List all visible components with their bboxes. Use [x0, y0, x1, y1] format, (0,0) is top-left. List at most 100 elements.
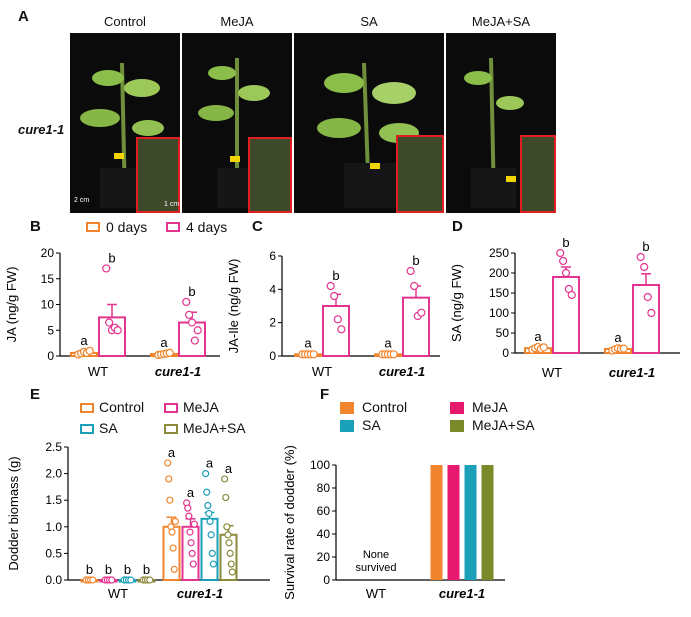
none-survived-annotation: None survived: [356, 549, 397, 574]
data-point: [185, 310, 194, 319]
bar: [481, 465, 494, 580]
data-point: [207, 531, 215, 539]
col-header-control: Control: [104, 14, 146, 29]
photo-meja-sa: [446, 33, 556, 213]
y-tick-label: 20: [41, 246, 55, 260]
data-point: [185, 512, 193, 520]
y-tick-label: 15: [41, 272, 55, 286]
y-tick-label: 2.5: [45, 440, 62, 454]
significance-letter: b: [642, 239, 649, 254]
significance-letter: a: [384, 336, 392, 351]
y-tick-label: 60: [317, 504, 331, 518]
significance-letter: b: [412, 253, 419, 268]
y-tick-label: 0.0: [45, 573, 62, 587]
legend-e-swatch-meja-sa: [164, 424, 178, 434]
data-point: [417, 308, 426, 317]
data-point: [190, 520, 198, 528]
y-tick-label: 1.5: [45, 493, 62, 507]
bar: [464, 465, 477, 580]
significance-letter: a: [206, 456, 214, 471]
col-header-meja: MeJA: [220, 14, 254, 29]
data-point: [326, 281, 335, 291]
data-point: [561, 268, 571, 278]
data-point: [164, 459, 172, 467]
data-point: [619, 344, 628, 353]
significance-letter: a: [534, 329, 542, 344]
x-category-label: WT: [312, 364, 332, 379]
y-axis-label: Dodder biomass (g): [6, 456, 21, 570]
legend-e-label-meja: MeJA: [183, 399, 219, 415]
bar: [402, 296, 430, 357]
data-point: [171, 517, 179, 526]
significance-letter: b: [124, 562, 131, 577]
y-tick-label: 0: [47, 349, 54, 363]
data-point: [410, 281, 419, 291]
x-category-label: cure1-1: [439, 586, 485, 601]
significance-letter: b: [108, 250, 115, 265]
bar: [430, 465, 443, 580]
data-point: [186, 528, 194, 536]
x-category-label: WT: [366, 586, 386, 601]
row-label-cure1-1: cure1-1: [18, 122, 65, 137]
legend-label-4days: 4 days: [186, 219, 228, 235]
data-point: [204, 501, 212, 510]
data-point: [146, 576, 154, 584]
data-point: [166, 496, 174, 504]
data-point: [225, 539, 233, 547]
x-category-label: WT: [88, 364, 108, 379]
data-point: [89, 576, 97, 584]
legend-e-label-meja-sa: MeJA+SA: [183, 420, 246, 436]
y-tick-label: 40: [317, 527, 331, 541]
x-category-label: cure1-1: [609, 365, 655, 380]
legend-f-swatch-meja: [450, 402, 464, 414]
data-point: [221, 475, 229, 483]
x-category-label: cure1-1: [177, 586, 223, 601]
legend-e-label-sa: SA: [99, 420, 118, 436]
y-tick-label: 50: [496, 326, 510, 340]
significance-letter: b: [143, 562, 150, 577]
chart-e-dodder-biomass: 0.0 0.5 1.0 1.5 2.0 2.5 Dodder biomass (g) WT cu…: [6, 440, 270, 601]
data-point: [193, 326, 202, 335]
y-tick-label: 0: [269, 349, 276, 363]
bar: [200, 517, 219, 581]
significance-letter: a: [614, 330, 622, 345]
data-point: [127, 576, 135, 584]
x-category-label: WT: [108, 586, 128, 601]
chart-f-survival-rate: 0 20 40 60 80 100 Survival rate of dodder (%) W…: [282, 445, 505, 601]
col-header-meja-sa: MeJA+SA: [471, 14, 531, 29]
data-point: [330, 291, 339, 301]
y-tick-label: 2: [269, 316, 276, 330]
data-point: [406, 266, 415, 276]
data-point: [643, 292, 652, 302]
data-point: [205, 509, 213, 518]
chart-c-ja-ile: 0 2 4 6 JA-Ile (ng/g FW) WT cure1-1 a a b b: [226, 249, 440, 379]
legend-label-0days: 0 days: [106, 219, 148, 235]
legend-f-label-sa: SA: [362, 417, 381, 433]
data-point: [222, 493, 230, 502]
data-point: [170, 565, 178, 573]
y-axis-label: SA (ng/g FW): [449, 264, 464, 342]
legend-f-swatch-meja-sa: [450, 420, 464, 432]
data-point: [559, 256, 568, 266]
y-tick-label: 6: [269, 249, 276, 263]
data-point: [556, 248, 565, 258]
data-point: [203, 488, 211, 496]
legend-e-swatch-control: [80, 403, 94, 413]
data-point: [227, 560, 235, 568]
significance-letter: a: [187, 485, 195, 500]
data-point: [187, 318, 197, 327]
legend-swatch-4days: [166, 222, 180, 232]
significance-letter: b: [105, 562, 112, 577]
data-point: [309, 350, 318, 359]
legend-f-label-control: Control: [362, 399, 408, 415]
data-point: [206, 517, 214, 526]
data-point: [165, 348, 174, 358]
inset-sa: [396, 135, 444, 213]
y-tick-label: 100: [310, 458, 330, 472]
legend-f-swatch-sa: [340, 420, 354, 432]
data-point: [337, 325, 346, 334]
y-axis-label: JA-Ile (ng/g FW): [226, 259, 241, 354]
data-point: [165, 475, 173, 483]
y-tick-label: 4: [269, 282, 276, 296]
y-axis-label: JA (ng/g FW): [4, 267, 19, 343]
